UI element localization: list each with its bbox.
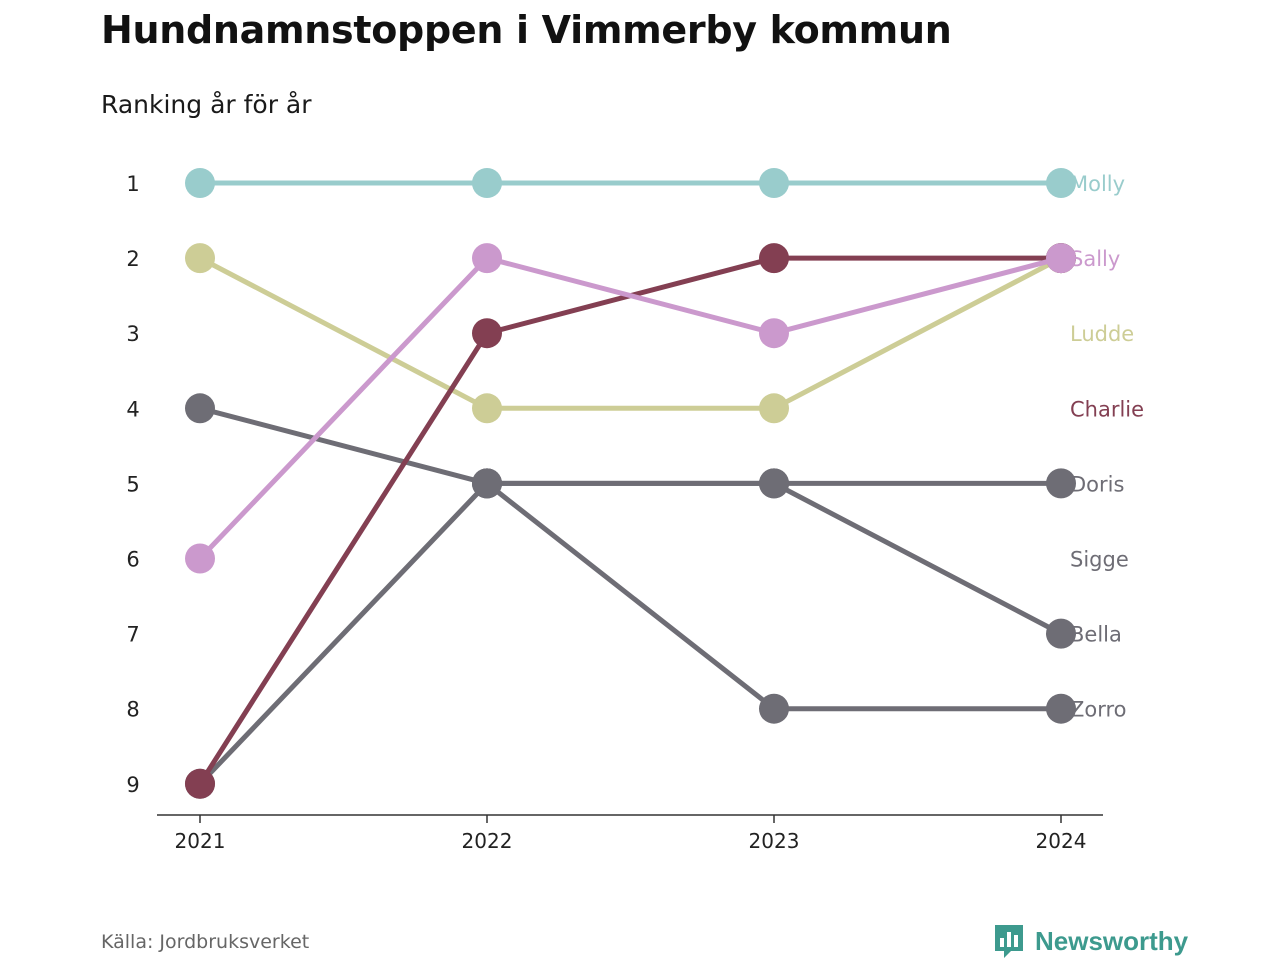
- y-tick-label: 5: [126, 472, 139, 496]
- brand-logo[interactable]: Newsworthy: [993, 923, 1188, 959]
- data-point-molly-2022: [472, 168, 502, 198]
- data-point-charlie-2021: [185, 768, 215, 799]
- end-label-charlie: Charlie: [1070, 397, 1144, 421]
- data-point-sally-2022: [472, 243, 502, 274]
- series-line-charlie: [197, 255, 1064, 787]
- series-line-sally: [197, 255, 1064, 561]
- y-tick-label: 4: [126, 397, 139, 421]
- series-line-zorro: [197, 405, 1064, 712]
- x-tick-label: 2022: [462, 829, 513, 853]
- data-point-bella-2024: [1046, 618, 1076, 649]
- data-point-sally-2023: [759, 318, 789, 349]
- source-note: Källa: Jordbruksverket: [101, 931, 310, 953]
- end-label-doris: Doris: [1070, 472, 1124, 496]
- series-doris: [185, 468, 1076, 799]
- y-tick-label: 6: [126, 548, 139, 572]
- series-sally: [185, 243, 1076, 574]
- data-point-charlie-2023: [759, 243, 789, 274]
- data-point-ludde-2023: [759, 393, 789, 424]
- y-tick-label: 9: [126, 773, 139, 797]
- data-point-zorro-2024: [1046, 693, 1076, 724]
- data-point-molly-2021: [185, 168, 215, 198]
- series-line-ludde: [197, 255, 1064, 411]
- series-bella: [472, 468, 1076, 649]
- end-label-ludde: Ludde: [1070, 322, 1134, 346]
- y-tick-label: 8: [126, 698, 139, 722]
- x-tick-label: 2024: [1036, 829, 1087, 853]
- series-line-bella: [484, 480, 1064, 637]
- newsworthy-logo-icon: [995, 925, 1023, 958]
- bump-chart: 2021 2022 2023 2024 1 2 3 4 5 6 7 8 9 Molly Sally Ludd…: [126, 168, 1144, 853]
- data-point-zorro-2023: [759, 693, 789, 724]
- data-point-ludde-2022: [472, 393, 502, 424]
- data-point-molly-2023: [759, 168, 789, 198]
- series-ludde: [185, 243, 1076, 424]
- chart-title: Hundnamnstoppen i Vimmerby kommun: [101, 8, 952, 52]
- chart-subtitle: Ranking år för år: [101, 90, 312, 119]
- data-point-bella-2022: [472, 468, 502, 499]
- end-label-sigge: Sigge: [1070, 548, 1129, 572]
- x-tick-label: 2023: [749, 829, 800, 853]
- end-label-molly: Molly: [1070, 172, 1125, 196]
- data-point-bella-2023: [759, 468, 789, 499]
- series-line-doris: [197, 480, 1064, 787]
- y-tick-label: 2: [126, 247, 139, 271]
- end-label-layer: Molly Sally Ludde Charlie Doris Sigge Bella Zor…: [1070, 172, 1144, 722]
- end-label-zorro: Zorro: [1070, 698, 1127, 722]
- series-molly: [185, 168, 1076, 198]
- brand-name: Newsworthy: [1035, 925, 1189, 956]
- x-tick-label: 2021: [175, 829, 226, 853]
- data-point-sally-2024: [1046, 243, 1076, 274]
- y-tick-label: 1: [126, 172, 139, 196]
- end-label-bella: Bella: [1070, 623, 1122, 647]
- y-tick-label: 7: [126, 623, 139, 647]
- series-zorro: [185, 393, 1076, 724]
- data-point-doris-2024: [1046, 468, 1076, 499]
- data-point-zorro-2021: [185, 393, 215, 424]
- data-point-molly-2024: [1046, 168, 1076, 198]
- axis-layer: 2021 2022 2023 2024 1 2 3 4 5 6 7 8 9: [126, 172, 1103, 853]
- data-point-sally-2021: [185, 543, 215, 574]
- series-charlie: [185, 243, 1076, 799]
- y-tick-label: 3: [126, 322, 139, 346]
- series-layer: [185, 168, 1076, 799]
- data-point-charlie-2022: [472, 318, 502, 349]
- end-label-sally: Sally: [1070, 247, 1120, 271]
- data-point-ludde-2021: [185, 243, 215, 274]
